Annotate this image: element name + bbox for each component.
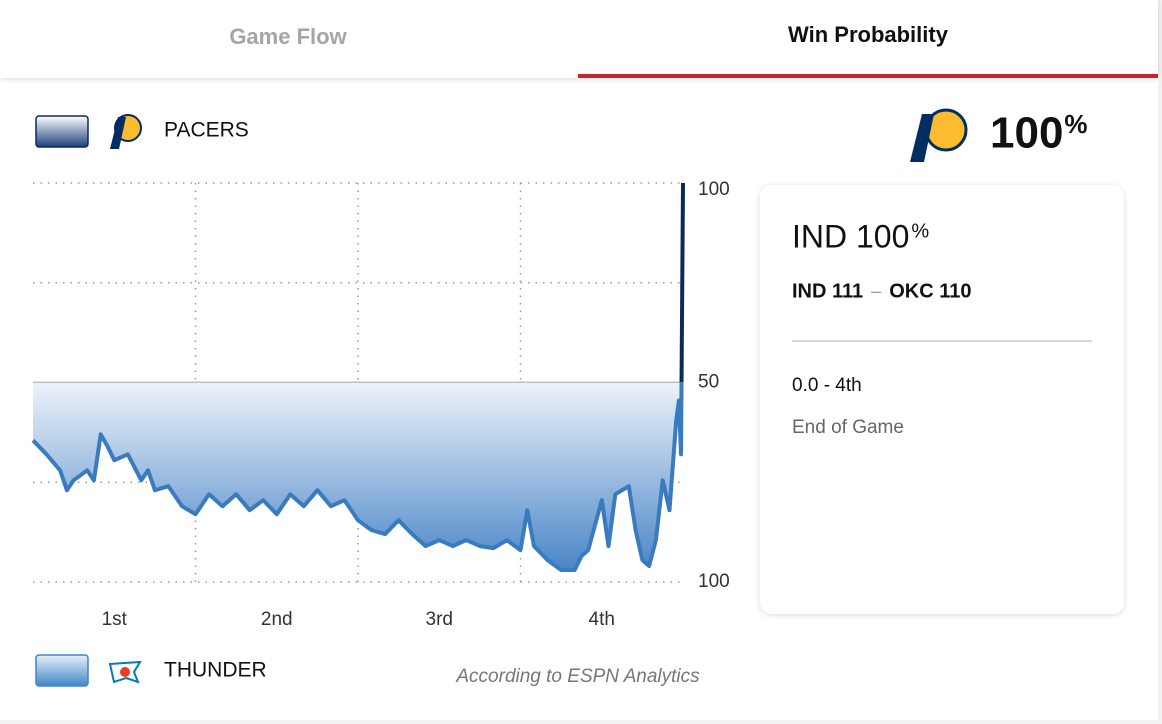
header-probability-unit: %: [1064, 109, 1087, 139]
y-tick-label: 100: [698, 179, 730, 200]
x-tick-label: 2nd: [261, 609, 293, 630]
info-card: [760, 185, 1124, 614]
team-logo: [110, 114, 142, 149]
team-logo: [108, 660, 142, 684]
away-score: OKC 110: [889, 280, 971, 302]
game-status: End of Game: [792, 417, 904, 438]
legend-swatch: [35, 654, 89, 687]
home-score: IND 111: [792, 280, 863, 302]
tab[interactable]: Win Probability: [788, 22, 949, 47]
footnote: According to ESPN Analytics: [455, 666, 700, 687]
y-tick-label: 100: [698, 571, 730, 592]
chart: 100 50 100 1st 2nd 3rd 4th: [31, 179, 730, 630]
tab[interactable]: Game Flow: [229, 24, 347, 49]
team-logo: [910, 108, 968, 162]
active-tab-indicator: [578, 74, 1158, 78]
area: [33, 382, 683, 570]
game-clock: 0.0 - 4th: [792, 375, 862, 396]
legend-label: THUNDER: [164, 659, 267, 682]
card-probability-unit: %: [911, 220, 929, 242]
x-tick-label: 3rd: [426, 609, 453, 630]
card-probability: IND 100: [792, 218, 909, 254]
tab-bar: [0, 0, 1158, 78]
y-tick-label: 50: [698, 372, 719, 393]
x-tick-label: 4th: [589, 609, 615, 630]
x-tick-label: 1st: [102, 609, 128, 630]
score-separator: –: [871, 281, 881, 301]
line: [31, 382, 684, 572]
legend-label: PACERS: [164, 119, 249, 142]
legend-swatch: [35, 115, 89, 148]
header-probability: 100: [990, 109, 1063, 158]
